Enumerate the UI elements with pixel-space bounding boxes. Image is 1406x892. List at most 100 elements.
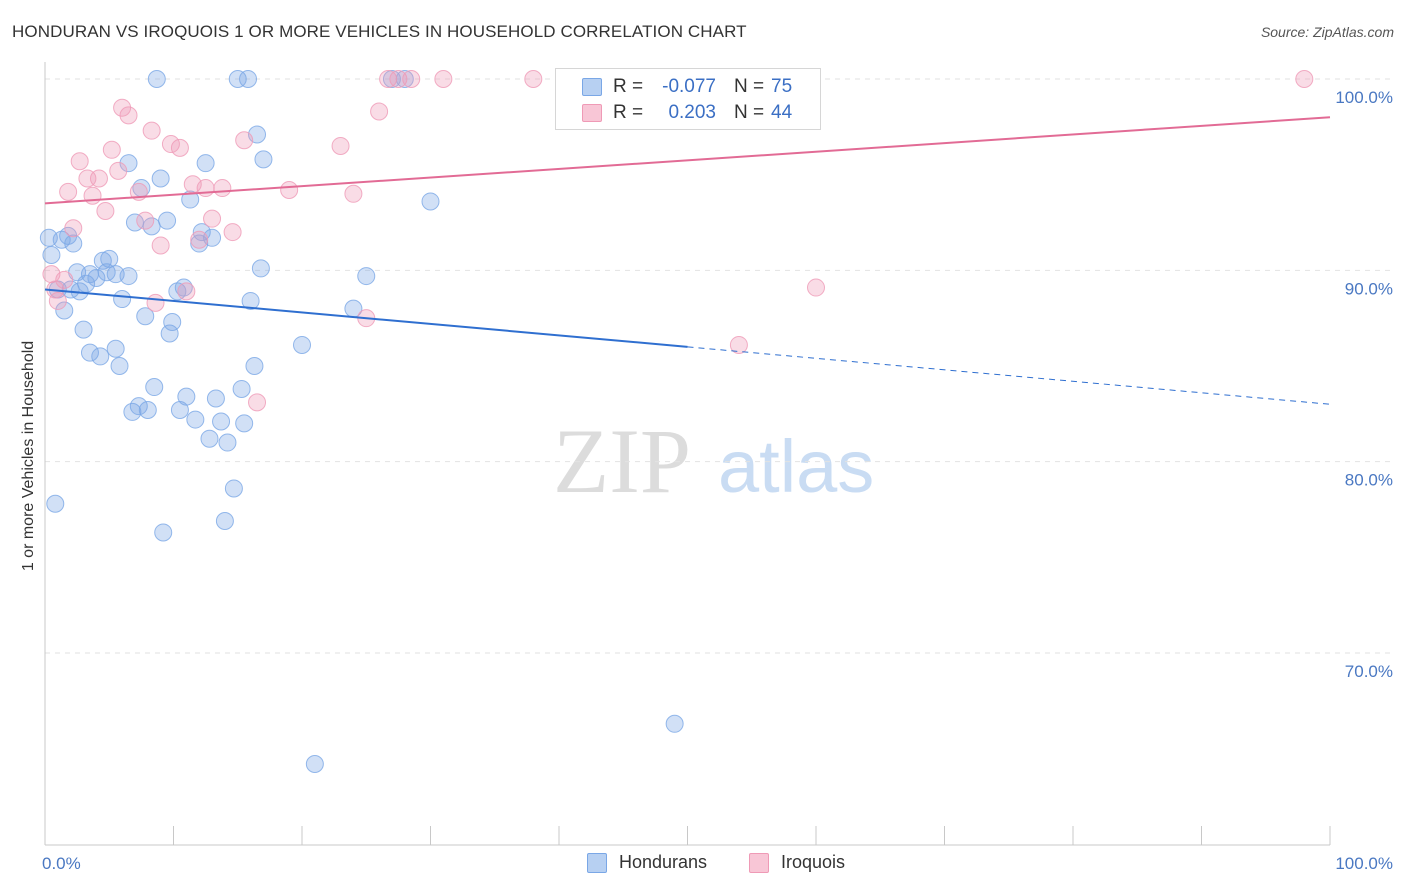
- hondurans-trend-extension: [687, 346, 1331, 405]
- iroquois-point: [344, 184, 363, 203]
- honduran-point: [145, 378, 164, 397]
- honduran-point: [110, 357, 129, 375]
- honduran-point: [293, 335, 311, 354]
- honduran-point: [421, 192, 440, 211]
- legend-r-label: R =: [613, 76, 644, 97]
- iroquois-point: [524, 70, 543, 88]
- hondurans-swatch: [582, 78, 602, 96]
- iroquois-point: [248, 393, 267, 412]
- iroquois-point: [729, 335, 748, 354]
- tick-labels: 70.0% 80.0% 90.0% 100.0% 0.0% 100.0%: [42, 88, 1393, 873]
- iroquois-point: [102, 140, 121, 159]
- honduran-point: [129, 397, 148, 416]
- iroquois-point: [203, 209, 222, 228]
- honduran-point: [177, 387, 196, 406]
- iroquois-point: [213, 179, 232, 198]
- honduran-point: [224, 479, 243, 498]
- y-axis-label: 1 or more Vehicles in Household: [20, 341, 37, 571]
- y-tick-label: 80.0%: [1345, 471, 1393, 490]
- iroquois-point: [161, 135, 180, 154]
- honduran-point: [46, 494, 65, 513]
- trend-lines: [44, 116, 1331, 405]
- honduran-point: [151, 169, 170, 188]
- iroquois-point: [64, 219, 83, 238]
- honduran-point: [138, 401, 157, 420]
- y-tick-label: 100.0%: [1335, 88, 1393, 107]
- honduran-point: [186, 410, 205, 429]
- honduran-point: [154, 523, 173, 542]
- y-tick-label: 70.0%: [1345, 662, 1393, 681]
- honduran-point: [245, 357, 264, 375]
- legend-n-value: 75: [771, 76, 793, 97]
- honduran-point: [218, 433, 237, 452]
- honduran-point: [119, 267, 138, 286]
- iroquois-point: [89, 169, 108, 188]
- honduran-point: [241, 291, 260, 310]
- honduran-point: [160, 324, 179, 343]
- honduran-point: [106, 339, 125, 358]
- legend-n-label: N =: [734, 102, 765, 123]
- legend-r-value: 0.203: [668, 102, 716, 123]
- honduran-point: [228, 70, 247, 88]
- iroquois-point: [113, 98, 132, 117]
- iroquois-point: [83, 186, 102, 205]
- honduran-point: [158, 211, 177, 230]
- iroquois-point: [389, 70, 408, 88]
- iroquois-point: [331, 136, 350, 155]
- axes: [44, 62, 1331, 846]
- honduran-point: [239, 70, 258, 88]
- correlation-legend: R = -0.077 N = 75 R = 0.203 N = 44: [555, 68, 821, 130]
- iroquois-point: [109, 161, 128, 180]
- x-tick-label: 100.0%: [1335, 854, 1393, 873]
- iroquois-point: [1295, 70, 1314, 88]
- honduran-point: [163, 312, 182, 331]
- iroquois-point: [280, 180, 299, 199]
- legend-r-value: -0.077: [662, 76, 716, 97]
- iroquois-point: [370, 102, 389, 121]
- honduran-point: [181, 190, 200, 209]
- iroquois-point: [59, 182, 78, 201]
- honduran-point: [235, 414, 254, 433]
- iroquois-point: [170, 138, 189, 157]
- iroquois-point: [235, 131, 254, 150]
- iroquois-point: [55, 270, 74, 289]
- x-tick-label: 0.0%: [42, 854, 81, 873]
- honduran-point: [100, 249, 119, 268]
- honduran-point: [665, 714, 684, 733]
- iroquois-legend-swatch: [749, 853, 769, 873]
- honduran-point: [91, 347, 110, 366]
- iroquois-point: [434, 70, 453, 88]
- source-label: Source: ZipAtlas.com: [1260, 24, 1394, 40]
- iroquois-point: [142, 121, 161, 140]
- iroquois-point: [379, 70, 398, 88]
- legend-n-label: N =: [734, 76, 765, 97]
- honduran-point: [232, 379, 251, 398]
- iroquois-point: [96, 202, 115, 221]
- iroquois-swatch: [582, 104, 602, 122]
- honduran-point: [382, 70, 401, 88]
- honduran-point: [74, 320, 93, 339]
- honduran-point: [55, 301, 74, 320]
- honduran-point: [254, 150, 273, 169]
- iroquois-trend-line: [44, 116, 1331, 205]
- honduran-point: [119, 154, 138, 173]
- honduran-point: [251, 259, 270, 278]
- hondurans-legend-label: Hondurans: [619, 852, 708, 872]
- honduran-point: [212, 412, 231, 431]
- iroquois-point: [196, 179, 215, 198]
- watermark-atlas: atlas: [718, 425, 874, 508]
- honduran-point: [42, 246, 61, 265]
- honduran-point: [196, 154, 215, 173]
- honduran-point: [113, 290, 132, 309]
- iroquois-point: [146, 293, 165, 312]
- legend-r-label: R =: [613, 102, 644, 123]
- legend-n-value: 44: [771, 102, 793, 123]
- iroquois-point: [177, 282, 196, 301]
- hondurans-trend-line: [44, 288, 688, 348]
- iroquois-point: [190, 230, 209, 249]
- honduran-point: [206, 389, 225, 408]
- honduran-point: [64, 234, 83, 253]
- honduran-point: [357, 267, 376, 286]
- iroquois-points: [42, 70, 1314, 412]
